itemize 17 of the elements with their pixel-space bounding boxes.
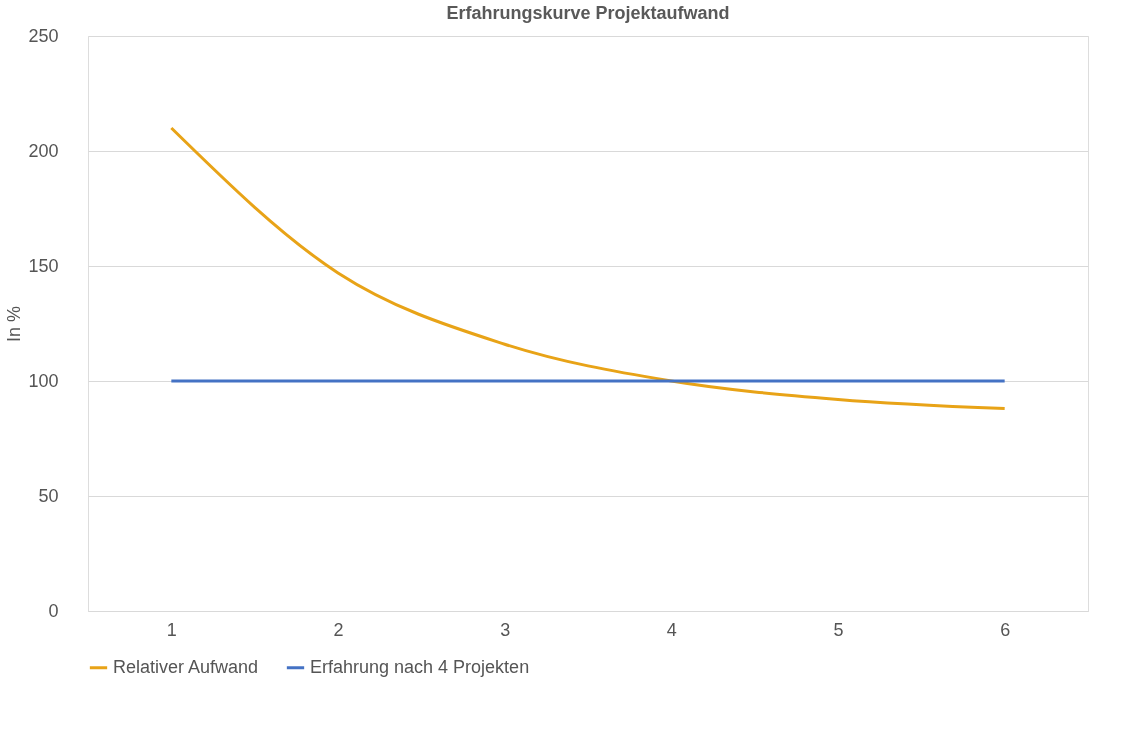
line-series: [169, 126, 1007, 411]
y-tick-label: 100: [28, 370, 59, 391]
y-tick-label: 150: [28, 255, 59, 276]
chart-title: Erfahrungskurve Projektaufwand: [446, 3, 730, 23]
x-tick-label: 5: [833, 619, 844, 640]
y-tick-label: 200: [28, 140, 59, 161]
x-tick-label: 3: [500, 619, 511, 640]
x-tick-label: 1: [166, 619, 177, 640]
y-tick-label: 50: [38, 485, 59, 506]
legend-label: Relativer Aufwand: [113, 656, 259, 677]
y-axis-title: In %: [4, 305, 25, 343]
x-tick-label: 4: [666, 619, 677, 640]
x-tick-label: 6: [1000, 619, 1011, 640]
x-tick-label: 2: [333, 619, 344, 640]
legend-label: Erfahrung nach 4 Projekten: [310, 656, 530, 677]
y-tick-label: 250: [28, 25, 59, 46]
y-tick-label: 0: [48, 600, 59, 621]
